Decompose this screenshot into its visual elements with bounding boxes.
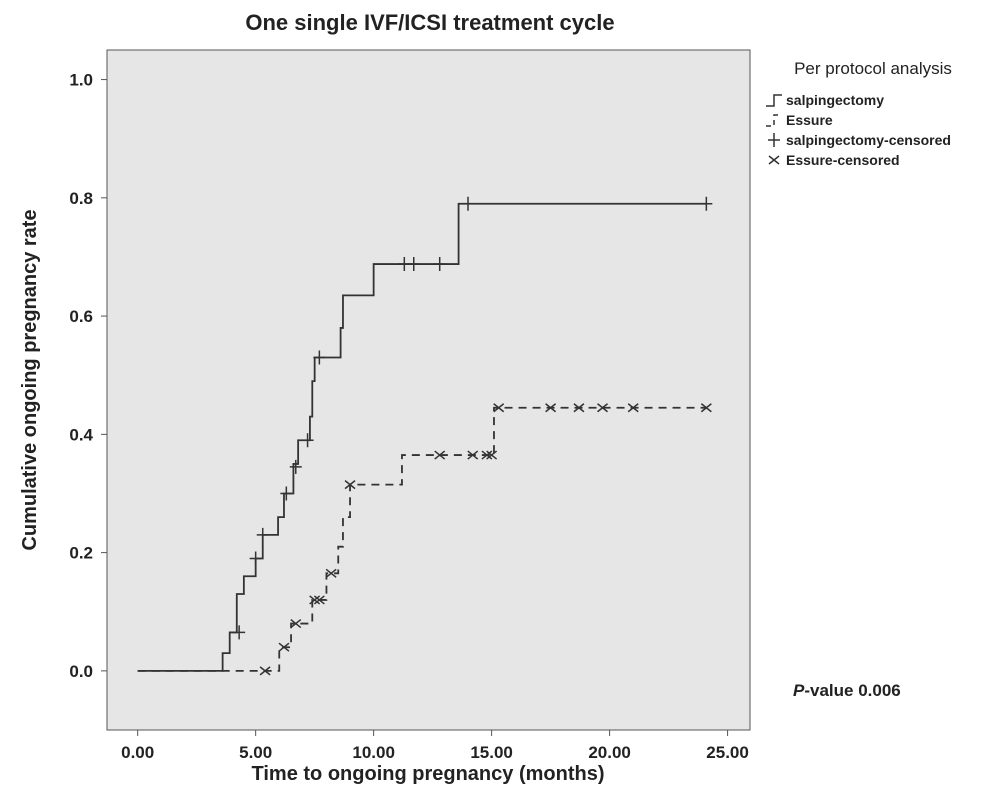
legend-label: salpingectomy-censored: [786, 132, 951, 148]
km-curve: [137, 406, 707, 672]
legend-symbol: [766, 114, 782, 127]
y-tick-label: 0.8: [69, 189, 93, 208]
km-curve: [137, 202, 707, 672]
censor-mark: [280, 486, 293, 501]
censor-mark: [278, 642, 290, 652]
legend-label: Essure-censored: [786, 152, 900, 168]
censor-mark: [545, 403, 557, 413]
censor-mark: [249, 551, 262, 566]
x-tick-label: 0.00: [121, 743, 154, 762]
censor-mark: [700, 196, 713, 211]
censor-mark: [627, 403, 639, 413]
legend-symbol: [766, 94, 782, 107]
legend-label: Essure: [786, 112, 833, 128]
annotation-text: -value 0.006: [804, 681, 900, 700]
annotation: P-value 0.006: [793, 681, 901, 700]
censor-mark: [493, 403, 505, 413]
censor-mark: [309, 595, 321, 605]
censor-mark: [433, 257, 446, 272]
censor-mark: [486, 450, 498, 460]
censor-mark: [597, 403, 608, 413]
legend-label: salpingectomy: [786, 92, 884, 108]
censor-mark: [313, 350, 326, 365]
x-axis-label: Time to ongoing pregnancy (months): [252, 763, 605, 785]
censor-mark: [301, 433, 314, 448]
x-tick-label: 15.00: [470, 743, 513, 762]
censor-mark: [313, 595, 325, 605]
y-tick-label: 0.4: [69, 425, 93, 444]
censor-mark: [344, 480, 356, 490]
legend-title: Per protocol analysis: [794, 59, 952, 78]
censor-mark: [481, 450, 493, 460]
x-tick-label: 25.00: [706, 743, 749, 762]
censor-mark: [233, 625, 246, 640]
censor-mark: [289, 459, 302, 474]
censor-mark: [462, 196, 475, 211]
x-tick-label: 5.00: [239, 743, 272, 762]
censor-mark: [573, 403, 585, 413]
censor-mark: [325, 568, 337, 578]
y-axis-label: Cumulative ongoing pregnancy rate: [19, 209, 41, 550]
censor-mark: [259, 666, 271, 676]
plot-area: [106, 49, 751, 731]
legend-symbol: [768, 155, 780, 165]
x-tick-label: 20.00: [588, 743, 631, 762]
censor-mark: [407, 257, 420, 272]
legend-symbol: [768, 133, 780, 147]
annotation-italic: P: [793, 681, 805, 700]
censor-mark: [290, 618, 302, 629]
censor-mark: [467, 450, 479, 460]
censor-mark: [256, 527, 269, 542]
chart-title: One single IVF/ICSI treatment cycle: [245, 10, 614, 35]
censor-mark: [434, 450, 446, 460]
y-tick-label: 0.2: [69, 544, 93, 563]
y-tick-label: 1.0: [69, 71, 93, 90]
y-tick-label: 0.6: [69, 307, 93, 326]
y-tick-label: 0.0: [69, 662, 93, 681]
censor-mark: [700, 403, 712, 413]
x-tick-label: 10.00: [352, 743, 395, 762]
